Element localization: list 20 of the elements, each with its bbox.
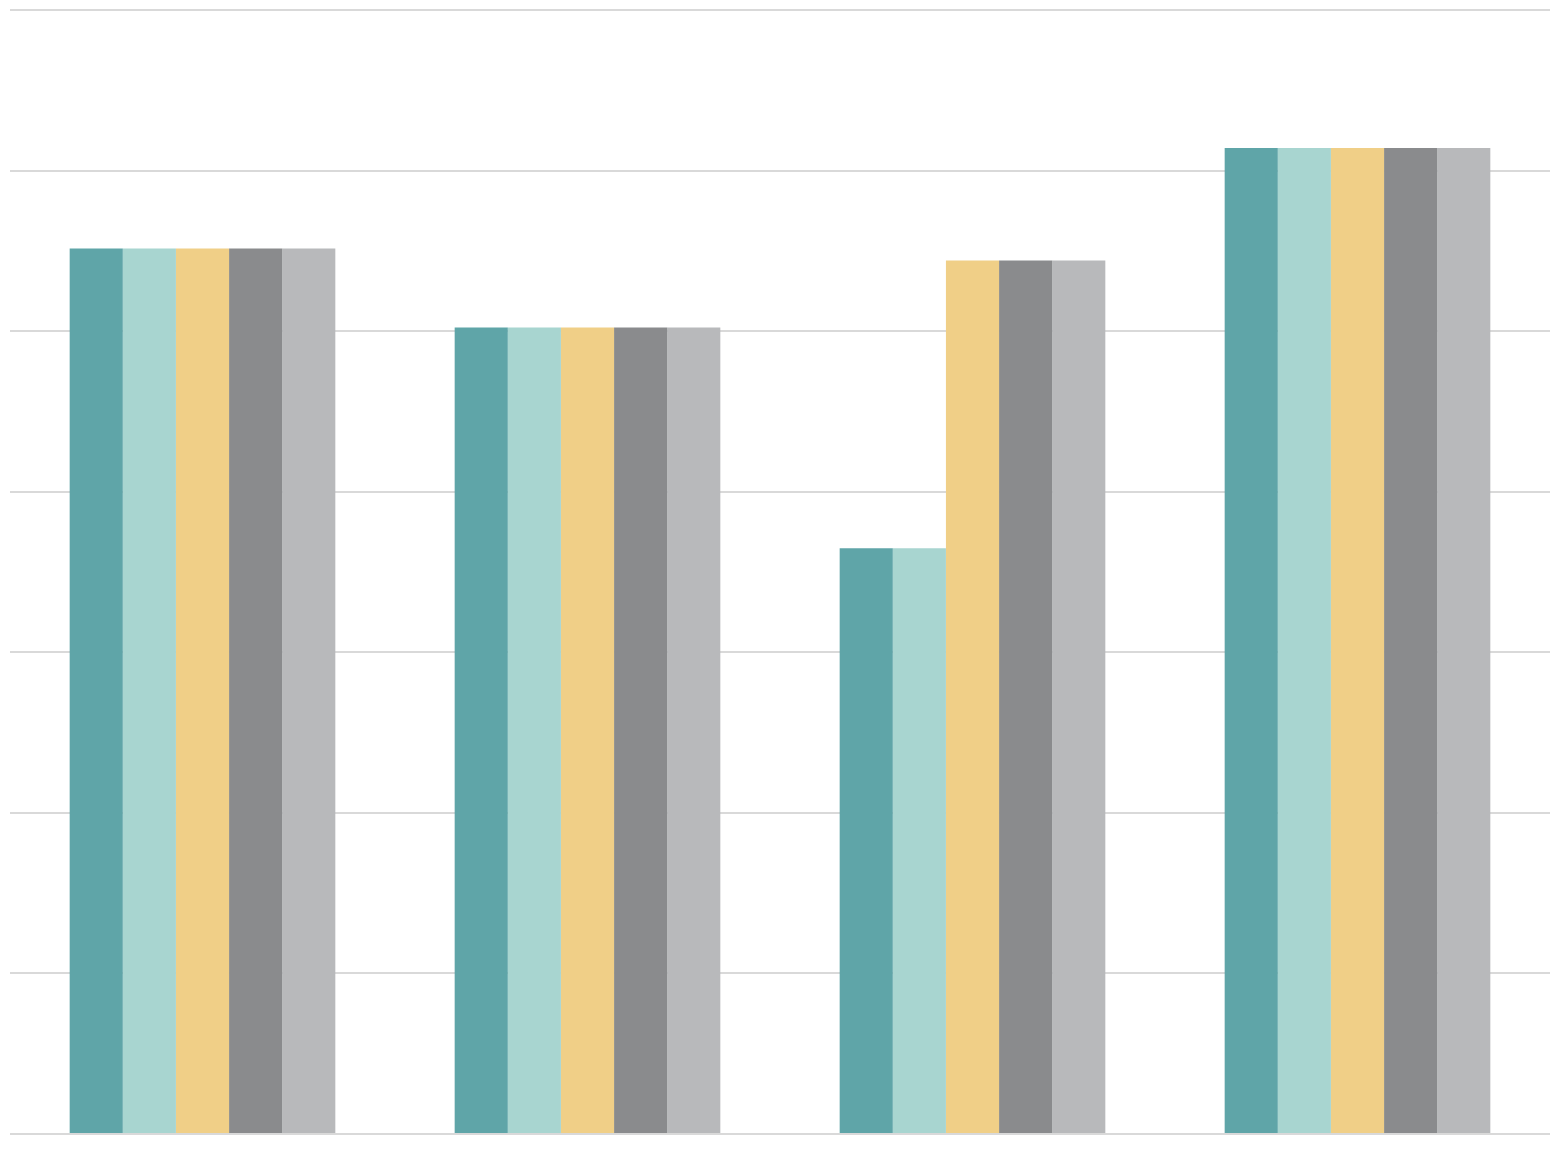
bar [1384, 148, 1438, 1133]
bar [1052, 260, 1106, 1133]
bar [175, 248, 230, 1133]
bar [454, 327, 508, 1133]
bar [507, 327, 561, 1133]
bar [69, 248, 123, 1133]
bar [1224, 148, 1278, 1133]
bar [1437, 148, 1491, 1133]
bar [560, 327, 615, 1133]
bar [614, 327, 668, 1133]
bar [945, 260, 1000, 1133]
bar [667, 327, 721, 1133]
bar [999, 260, 1053, 1133]
bar [839, 548, 893, 1133]
bar [282, 248, 336, 1133]
bar [229, 248, 283, 1133]
bar [1330, 148, 1385, 1133]
bar [892, 548, 946, 1133]
bar [122, 248, 176, 1133]
bar [1277, 148, 1331, 1133]
